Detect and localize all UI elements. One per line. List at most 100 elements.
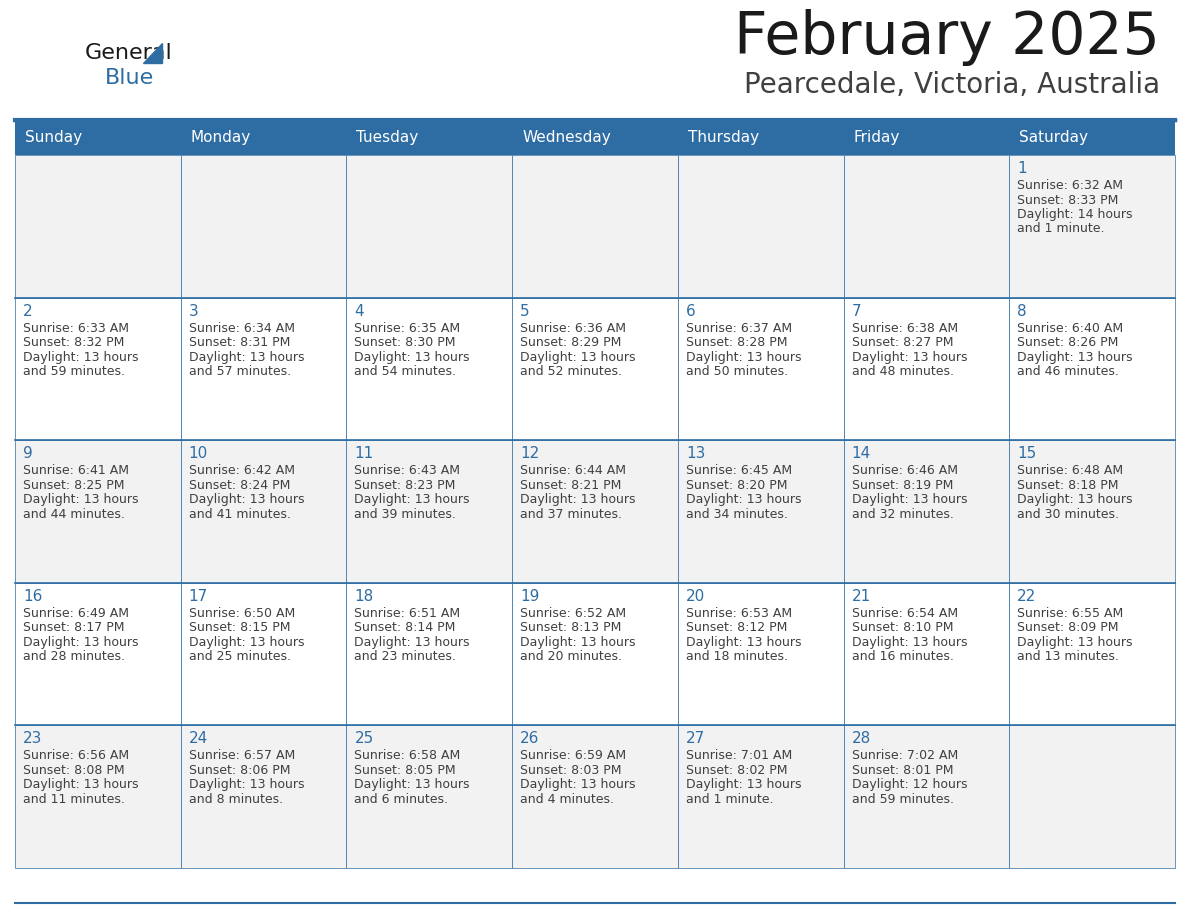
Text: Sunrise: 6:45 AM: Sunrise: 6:45 AM (685, 465, 792, 477)
Text: Daylight: 13 hours: Daylight: 13 hours (354, 351, 470, 364)
Text: Daylight: 13 hours: Daylight: 13 hours (685, 636, 802, 649)
Text: 22: 22 (1017, 588, 1037, 604)
Text: 15: 15 (1017, 446, 1037, 461)
Text: Sunset: 8:05 PM: Sunset: 8:05 PM (354, 764, 456, 777)
Bar (843, 583, 1010, 725)
Bar (843, 725, 1010, 868)
Text: 10: 10 (189, 446, 208, 461)
Bar (181, 120, 347, 155)
Text: Sunset: 8:10 PM: Sunset: 8:10 PM (852, 621, 953, 634)
Bar (512, 120, 678, 155)
Text: 2: 2 (23, 304, 32, 319)
Bar (181, 155, 347, 297)
Text: Sunrise: 6:48 AM: Sunrise: 6:48 AM (1017, 465, 1124, 477)
Text: Daylight: 13 hours: Daylight: 13 hours (189, 493, 304, 506)
Text: and 37 minutes.: and 37 minutes. (520, 508, 623, 521)
Text: and 4 minutes.: and 4 minutes. (520, 793, 614, 806)
Bar (15, 441, 181, 583)
Bar (843, 120, 1010, 155)
Text: Daylight: 13 hours: Daylight: 13 hours (852, 351, 967, 364)
Text: Sunset: 8:15 PM: Sunset: 8:15 PM (189, 621, 290, 634)
Bar (347, 725, 512, 868)
Text: Sunrise: 6:32 AM: Sunrise: 6:32 AM (1017, 179, 1124, 192)
Text: 26: 26 (520, 732, 539, 746)
Bar (512, 155, 678, 297)
Text: Daylight: 13 hours: Daylight: 13 hours (23, 493, 139, 506)
Text: and 59 minutes.: and 59 minutes. (852, 793, 954, 806)
Text: and 32 minutes.: and 32 minutes. (852, 508, 954, 521)
Text: Sunset: 8:32 PM: Sunset: 8:32 PM (23, 336, 125, 349)
Text: Thursday: Thursday (688, 130, 759, 145)
Text: Sunset: 8:17 PM: Sunset: 8:17 PM (23, 621, 125, 634)
Text: and 25 minutes.: and 25 minutes. (189, 650, 291, 664)
Text: Daylight: 13 hours: Daylight: 13 hours (1017, 351, 1133, 364)
Text: and 18 minutes.: and 18 minutes. (685, 650, 788, 664)
Text: 16: 16 (23, 588, 43, 604)
Text: 20: 20 (685, 588, 706, 604)
Text: Daylight: 13 hours: Daylight: 13 hours (852, 493, 967, 506)
Text: and 48 minutes.: and 48 minutes. (852, 365, 954, 378)
Text: 17: 17 (189, 588, 208, 604)
Bar (678, 297, 843, 441)
Text: Sunset: 8:13 PM: Sunset: 8:13 PM (520, 621, 621, 634)
Text: Sunrise: 6:36 AM: Sunrise: 6:36 AM (520, 321, 626, 334)
Text: 3: 3 (189, 304, 198, 319)
Text: Sunrise: 6:33 AM: Sunrise: 6:33 AM (23, 321, 129, 334)
Text: 11: 11 (354, 446, 374, 461)
Text: and 8 minutes.: and 8 minutes. (189, 793, 283, 806)
Text: Sunrise: 6:51 AM: Sunrise: 6:51 AM (354, 607, 461, 620)
Bar (1010, 725, 1175, 868)
Text: 14: 14 (852, 446, 871, 461)
Text: Daylight: 13 hours: Daylight: 13 hours (23, 636, 139, 649)
Text: 24: 24 (189, 732, 208, 746)
Polygon shape (143, 43, 162, 63)
Text: Daylight: 13 hours: Daylight: 13 hours (23, 351, 139, 364)
Text: Daylight: 13 hours: Daylight: 13 hours (23, 778, 139, 791)
Text: Friday: Friday (853, 130, 899, 145)
Bar (843, 441, 1010, 583)
Text: Daylight: 13 hours: Daylight: 13 hours (520, 778, 636, 791)
Text: Daylight: 13 hours: Daylight: 13 hours (354, 493, 470, 506)
Text: General: General (86, 43, 172, 63)
Text: and 11 minutes.: and 11 minutes. (23, 793, 125, 806)
Bar (512, 297, 678, 441)
Text: Sunrise: 6:56 AM: Sunrise: 6:56 AM (23, 749, 129, 763)
Text: Sunset: 8:28 PM: Sunset: 8:28 PM (685, 336, 788, 349)
Bar (181, 441, 347, 583)
Bar (347, 120, 512, 155)
Text: and 54 minutes.: and 54 minutes. (354, 365, 456, 378)
Text: 23: 23 (23, 732, 43, 746)
Text: Sunrise: 6:58 AM: Sunrise: 6:58 AM (354, 749, 461, 763)
Bar (1010, 441, 1175, 583)
Text: Sunset: 8:18 PM: Sunset: 8:18 PM (1017, 478, 1119, 492)
Text: Sunrise: 6:42 AM: Sunrise: 6:42 AM (189, 465, 295, 477)
Text: 4: 4 (354, 304, 364, 319)
Text: 12: 12 (520, 446, 539, 461)
Text: Sunset: 8:08 PM: Sunset: 8:08 PM (23, 764, 125, 777)
Text: 28: 28 (852, 732, 871, 746)
Text: and 41 minutes.: and 41 minutes. (189, 508, 291, 521)
Bar (678, 583, 843, 725)
Text: 5: 5 (520, 304, 530, 319)
Bar (678, 441, 843, 583)
Text: Sunrise: 6:43 AM: Sunrise: 6:43 AM (354, 465, 461, 477)
Text: and 20 minutes.: and 20 minutes. (520, 650, 623, 664)
Text: Sunrise: 6:35 AM: Sunrise: 6:35 AM (354, 321, 461, 334)
Text: Daylight: 13 hours: Daylight: 13 hours (852, 636, 967, 649)
Bar (15, 155, 181, 297)
Text: 7: 7 (852, 304, 861, 319)
Text: 21: 21 (852, 588, 871, 604)
Text: Sunset: 8:03 PM: Sunset: 8:03 PM (520, 764, 621, 777)
Bar (347, 583, 512, 725)
Text: Pearcedale, Victoria, Australia: Pearcedale, Victoria, Australia (744, 71, 1159, 99)
Text: and 57 minutes.: and 57 minutes. (189, 365, 291, 378)
Text: Sunset: 8:25 PM: Sunset: 8:25 PM (23, 478, 125, 492)
Text: Daylight: 13 hours: Daylight: 13 hours (1017, 493, 1133, 506)
Text: Sunset: 8:27 PM: Sunset: 8:27 PM (852, 336, 953, 349)
Text: Daylight: 13 hours: Daylight: 13 hours (685, 351, 802, 364)
Bar (512, 441, 678, 583)
Bar (678, 155, 843, 297)
Text: Sunset: 8:24 PM: Sunset: 8:24 PM (189, 478, 290, 492)
Text: Sunrise: 6:50 AM: Sunrise: 6:50 AM (189, 607, 295, 620)
Text: Sunrise: 6:46 AM: Sunrise: 6:46 AM (852, 465, 958, 477)
